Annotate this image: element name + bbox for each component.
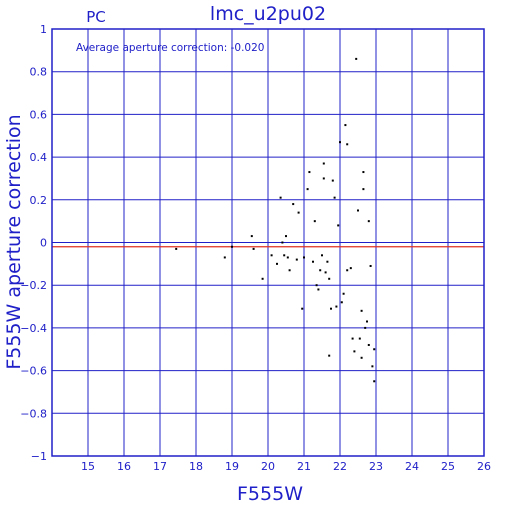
data-point	[288, 269, 291, 272]
data-point	[313, 220, 316, 223]
x-tick-label: 15	[81, 460, 95, 473]
y-tick-labels: −1 −0.8 −0.6 −0.4 −0.2 0 0.2 0.4 0.6 0.8 1	[20, 23, 47, 463]
y-axis-label: F555W aperture correction	[3, 114, 25, 369]
y-tick-label: 0.4	[30, 151, 48, 164]
x-tick-label: 20	[261, 460, 275, 473]
data-point	[312, 260, 314, 263]
y-tick-label: −0.8	[20, 407, 47, 420]
y-tick-label: 0.6	[30, 108, 48, 121]
y-tick-label: −0.2	[20, 279, 47, 292]
data-point	[367, 343, 370, 346]
x-tick-label: 24	[405, 460, 419, 473]
data-point	[357, 209, 359, 212]
detector-label: PC	[86, 8, 106, 26]
data-point	[362, 171, 365, 174]
data-point	[270, 254, 273, 257]
data-point	[297, 211, 300, 214]
data-point	[306, 188, 309, 191]
data-point	[279, 196, 282, 199]
data-point	[366, 320, 368, 323]
data-point	[250, 235, 253, 238]
data-point	[353, 350, 356, 353]
scatter-points	[175, 57, 376, 383]
grid-lines	[52, 28, 485, 457]
data-point	[295, 258, 298, 261]
data-point	[373, 348, 376, 351]
data-point	[326, 260, 329, 263]
data-point	[303, 256, 305, 259]
data-point	[362, 188, 365, 191]
data-point	[342, 292, 345, 295]
x-tick-label: 26	[477, 460, 491, 473]
data-point	[371, 365, 374, 368]
x-tick-label: 16	[117, 460, 131, 473]
data-point	[286, 256, 289, 259]
data-point	[324, 271, 327, 274]
data-point	[364, 326, 367, 329]
data-point	[330, 307, 332, 310]
data-point	[281, 241, 284, 244]
data-point	[349, 267, 352, 270]
y-tick-label: −1	[31, 450, 47, 463]
x-tick-label: 22	[333, 460, 347, 473]
data-point	[276, 262, 278, 265]
data-point	[355, 57, 358, 60]
data-point	[315, 284, 318, 287]
data-point	[358, 337, 361, 340]
data-point	[335, 305, 338, 308]
x-tick-label: 19	[225, 460, 239, 473]
data-point	[322, 162, 325, 165]
data-point	[333, 196, 336, 199]
data-point	[346, 143, 349, 146]
x-tick-label: 25	[441, 460, 455, 473]
data-point	[319, 269, 322, 272]
data-point	[252, 247, 255, 250]
data-point	[331, 179, 334, 182]
y-tick-label: 0	[40, 237, 47, 250]
data-point	[292, 203, 295, 206]
data-point	[373, 380, 376, 383]
y-tick-label: −0.4	[20, 322, 47, 335]
x-tick-label: 23	[369, 460, 383, 473]
data-point	[360, 356, 363, 359]
data-point	[344, 124, 347, 127]
data-point	[340, 301, 343, 304]
data-point	[283, 254, 286, 257]
data-point	[261, 277, 264, 280]
y-tick-label: 0.2	[30, 194, 48, 207]
data-point	[369, 264, 372, 267]
data-point	[321, 254, 323, 257]
data-point	[285, 235, 287, 238]
data-point	[223, 256, 226, 259]
chart-title: lmc_u2pu02	[210, 3, 326, 25]
data-point	[360, 309, 363, 312]
data-point	[328, 277, 331, 280]
x-tick-label: 21	[297, 460, 311, 473]
data-point	[337, 224, 340, 227]
x-axis-label: F555W	[237, 483, 303, 505]
x-tick-labels: 15 16 17 18 19 20 21 22 23 24 25 26	[81, 460, 491, 473]
data-point	[367, 220, 370, 223]
y-tick-label: 0.8	[30, 66, 48, 79]
data-point	[328, 354, 331, 357]
data-point	[301, 307, 304, 310]
y-tick-label: 1	[40, 23, 47, 36]
data-point	[175, 247, 178, 250]
x-tick-label: 17	[153, 460, 167, 473]
data-point	[351, 337, 354, 340]
data-point	[317, 288, 320, 291]
data-point	[231, 245, 233, 248]
data-point	[308, 171, 311, 174]
data-point	[339, 141, 341, 144]
data-point	[322, 177, 325, 180]
y-tick-label: −0.6	[20, 365, 47, 378]
plot-frame	[51, 28, 485, 457]
average-correction-annotation: Average aperture correction: -0.020	[76, 42, 264, 54]
data-point	[346, 269, 349, 272]
x-tick-label: 18	[189, 460, 203, 473]
